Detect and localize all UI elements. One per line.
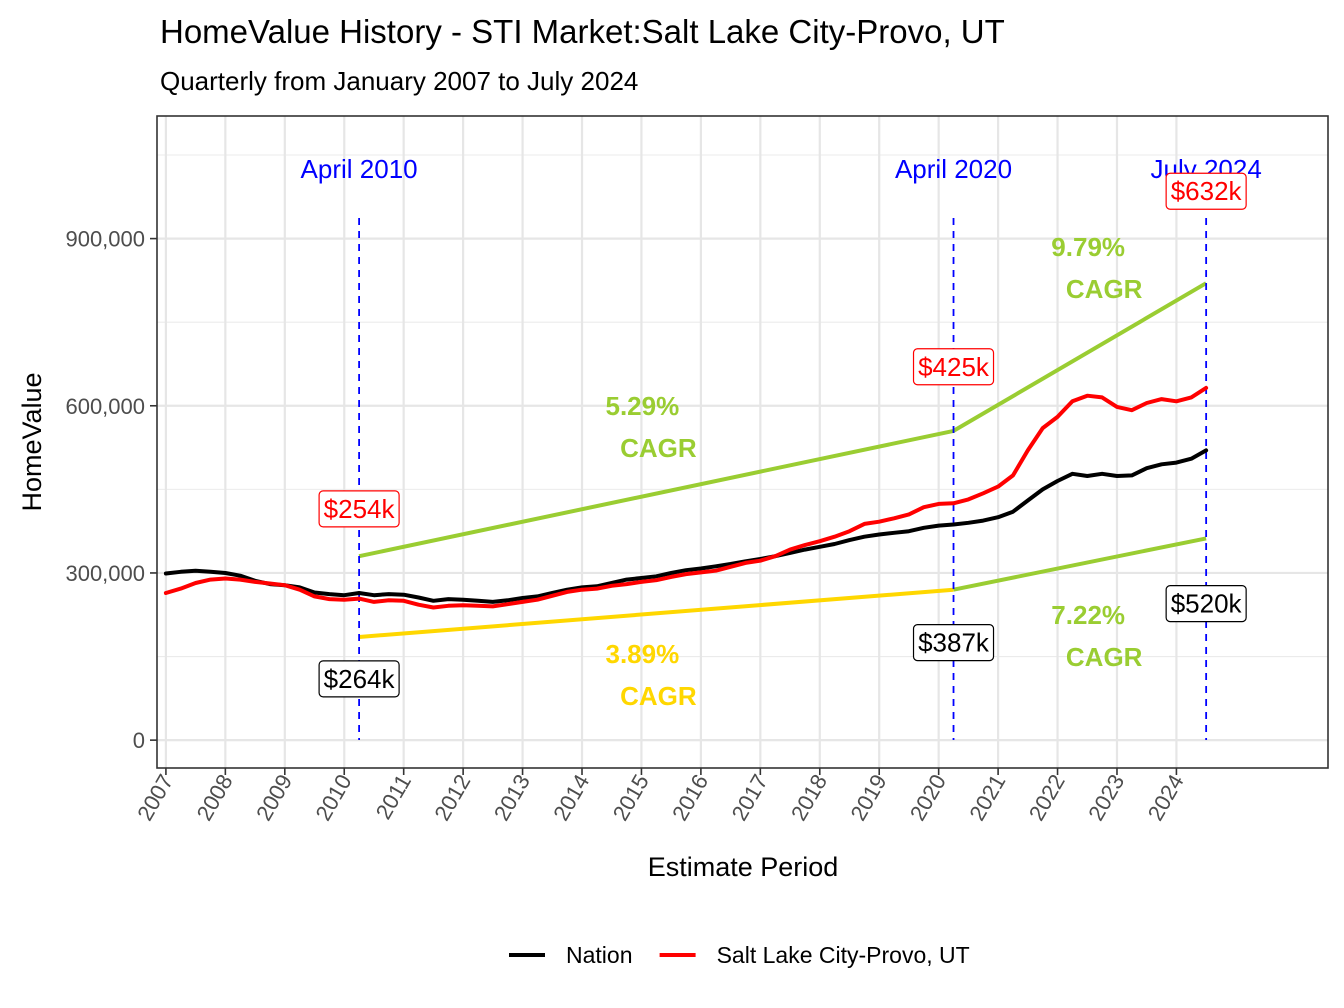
x-tick-label: 2018 (786, 770, 832, 825)
x-tick-label: 2007 (132, 770, 178, 825)
x-tick-label: 2022 (1024, 770, 1070, 825)
reference-vline-label: April 2010 (301, 154, 418, 184)
x-axis-title: Estimate Period (648, 852, 839, 882)
value-callout-label: $264k (324, 664, 396, 694)
x-tick-label: 2011 (371, 770, 416, 823)
cagr-percent-label: 5.29% (605, 391, 679, 421)
value-callout-box (1165, 585, 1247, 623)
legend-label: Salt Lake City-Provo, UT (717, 942, 970, 968)
value-callout-box (1165, 172, 1247, 210)
cagr-text-label: CAGR (1066, 642, 1143, 672)
legend: Nation Salt Lake City-Provo, UT (509, 942, 970, 968)
cagr-percent-label: 3.89% (605, 639, 679, 669)
value-callout-label: $520k (1171, 589, 1243, 619)
x-tick-label: 2013 (489, 770, 535, 825)
x-axis: 2007 2008 2009 2010 2011 2012 2013 2014 2015 2016… (132, 768, 1189, 825)
x-tick-label: 2017 (727, 770, 773, 825)
plot-panel: April 2010 April 2020 July 2024 $254k$264k… (156, 115, 1329, 769)
annotation-layer: $254k $264k $425k $387k $632k $520k 5.29% CAGR 3… (318, 172, 1247, 711)
value-callout-box (318, 490, 400, 528)
y-tick-label: 0 (133, 728, 145, 753)
x-tick-label: 2008 (192, 770, 238, 825)
cagr-trend-line (953, 536, 1207, 592)
x-tick-label: 2019 (845, 770, 891, 825)
value-callout-label: $425k (918, 352, 990, 382)
series-layer (163, 385, 1209, 610)
value-callout-box (318, 660, 400, 698)
x-tick-label: 2016 (667, 770, 713, 825)
x-tick-label: 2023 (1083, 770, 1129, 825)
chart-title: HomeValue History - STI Market:Salt Lake… (160, 13, 1005, 50)
value-callout-label: $632k (1171, 176, 1243, 206)
cagr-percent-label: 7.22% (1051, 600, 1125, 630)
cagr-percent-label: 9.79% (1051, 232, 1125, 262)
x-tick-label: 2015 (608, 770, 654, 825)
cagr-text-label: CAGR (620, 433, 697, 463)
x-tick-label: 2014 (548, 770, 594, 825)
cagr-text-label: CAGR (620, 681, 697, 711)
value-callout-label: $254k (324, 494, 396, 524)
reference-vline-label: April 2020 (895, 154, 1012, 184)
chart-subtitle: Quarterly from January 2007 to July 2024 (160, 66, 638, 96)
series-line (163, 385, 1209, 610)
x-tick-label: 2021 (964, 770, 1010, 825)
x-tick-label: 2012 (429, 770, 475, 825)
y-tick-label: 300,000 (65, 561, 145, 586)
value-callout-box (912, 624, 995, 662)
panel-border (156, 115, 1329, 769)
y-axis: 0 300,000 600,000 900,000 (65, 227, 157, 753)
y-tick-label: 900,000 (65, 227, 145, 252)
y-tick-label: 600,000 (65, 394, 145, 419)
x-tick-label: 2020 (905, 770, 951, 825)
cagr-trend-line (358, 587, 954, 639)
value-callout-box (912, 348, 995, 386)
y-axis-title: HomeValue (17, 372, 47, 511)
x-tick-label: 2010 (310, 770, 356, 825)
legend-label: Nation (566, 942, 632, 968)
series-line (163, 448, 1209, 604)
x-tick-label: 2024 (1143, 770, 1189, 825)
grid-layer (157, 116, 1328, 768)
panel-background (157, 116, 1328, 768)
x-tick-label: 2009 (251, 770, 297, 825)
cagr-text-label: CAGR (1066, 274, 1143, 304)
value-callout-label: $387k (918, 628, 990, 658)
